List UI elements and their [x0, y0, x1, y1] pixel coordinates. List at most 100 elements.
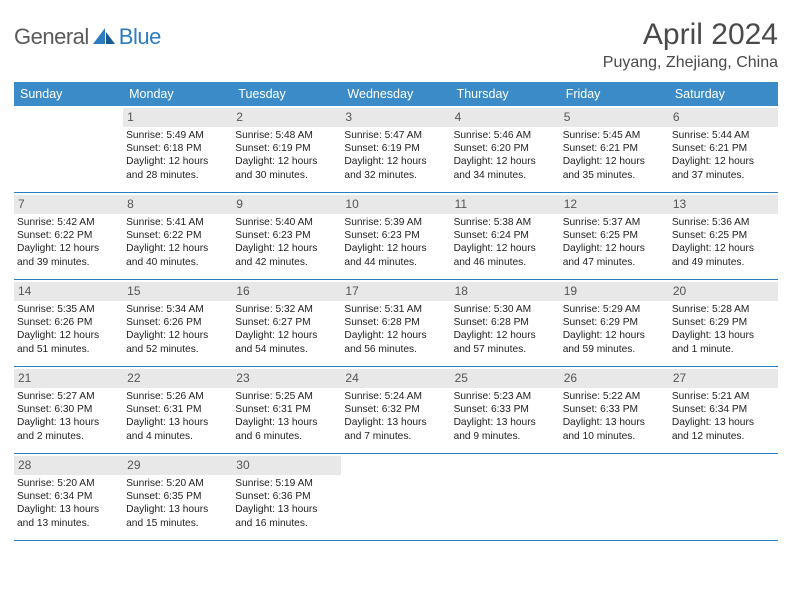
sunrise-text: Sunrise: 5:23 AM: [454, 390, 557, 403]
sunset-text: Sunset: 6:32 PM: [344, 403, 447, 416]
day-cell: 19Sunrise: 5:29 AMSunset: 6:29 PMDayligh…: [560, 280, 669, 366]
sunrise-text: Sunrise: 5:49 AM: [126, 129, 229, 142]
daylight-text: Daylight: 13 hours: [672, 416, 775, 429]
daylight-text: Daylight: 12 hours: [563, 242, 666, 255]
sunrise-text: Sunrise: 5:37 AM: [563, 216, 666, 229]
daylight-text: and 59 minutes.: [563, 343, 666, 356]
daylight-text: Daylight: 13 hours: [454, 416, 557, 429]
sunrise-text: Sunrise: 5:19 AM: [235, 477, 338, 490]
day-cell: 13Sunrise: 5:36 AMSunset: 6:25 PMDayligh…: [669, 193, 778, 279]
sunrise-text: Sunrise: 5:34 AM: [126, 303, 229, 316]
day-cell: 8Sunrise: 5:41 AMSunset: 6:22 PMDaylight…: [123, 193, 232, 279]
location: Puyang, Zhejiang, China: [603, 54, 778, 72]
day-cell: 5Sunrise: 5:45 AMSunset: 6:21 PMDaylight…: [560, 106, 669, 192]
sunrise-text: Sunrise: 5:22 AM: [563, 390, 666, 403]
sunset-text: Sunset: 6:27 PM: [235, 316, 338, 329]
day-number: [341, 456, 450, 475]
day-cell: 24Sunrise: 5:24 AMSunset: 6:32 PMDayligh…: [341, 367, 450, 453]
logo-text-2: Blue: [119, 24, 161, 50]
daylight-text: Daylight: 12 hours: [235, 155, 338, 168]
daylight-text: and 6 minutes.: [235, 430, 338, 443]
daylight-text: Daylight: 12 hours: [126, 242, 229, 255]
day-number: 8: [123, 195, 232, 214]
daylight-text: Daylight: 12 hours: [454, 329, 557, 342]
daylight-text: Daylight: 12 hours: [454, 242, 557, 255]
sunrise-text: Sunrise: 5:45 AM: [563, 129, 666, 142]
daylight-text: Daylight: 13 hours: [235, 416, 338, 429]
day-number: [669, 456, 778, 475]
daylight-text: Daylight: 12 hours: [672, 155, 775, 168]
daylight-text: and 1 minute.: [672, 343, 775, 356]
sunset-text: Sunset: 6:28 PM: [344, 316, 447, 329]
daylight-text: and 35 minutes.: [563, 169, 666, 182]
day-number: 6: [669, 108, 778, 127]
month-title: April 2024: [603, 18, 778, 52]
sunrise-text: Sunrise: 5:42 AM: [17, 216, 120, 229]
day-cell: 2Sunrise: 5:48 AMSunset: 6:19 PMDaylight…: [232, 106, 341, 192]
daylight-text: Daylight: 12 hours: [235, 242, 338, 255]
day-number: 16: [232, 282, 341, 301]
sunset-text: Sunset: 6:18 PM: [126, 142, 229, 155]
daylight-text: and 34 minutes.: [454, 169, 557, 182]
daylight-text: Daylight: 12 hours: [126, 329, 229, 342]
title-block: April 2024 Puyang, Zhejiang, China: [603, 18, 778, 72]
sunrise-text: Sunrise: 5:20 AM: [17, 477, 120, 490]
sunset-text: Sunset: 6:33 PM: [454, 403, 557, 416]
day-number: 14: [14, 282, 123, 301]
daylight-text: and 39 minutes.: [17, 256, 120, 269]
sunset-text: Sunset: 6:34 PM: [17, 490, 120, 503]
sunset-text: Sunset: 6:28 PM: [454, 316, 557, 329]
daylight-text: and 44 minutes.: [344, 256, 447, 269]
daylight-text: Daylight: 12 hours: [344, 242, 447, 255]
daylight-text: and 51 minutes.: [17, 343, 120, 356]
sunset-text: Sunset: 6:31 PM: [235, 403, 338, 416]
daylight-text: and 4 minutes.: [126, 430, 229, 443]
daylight-text: and 30 minutes.: [235, 169, 338, 182]
sunset-text: Sunset: 6:21 PM: [563, 142, 666, 155]
sunset-text: Sunset: 6:19 PM: [235, 142, 338, 155]
daylight-text: and 7 minutes.: [344, 430, 447, 443]
daylight-text: and 9 minutes.: [454, 430, 557, 443]
daylight-text: Daylight: 12 hours: [126, 155, 229, 168]
daylight-text: and 40 minutes.: [126, 256, 229, 269]
day-number: 22: [123, 369, 232, 388]
day-number: 11: [451, 195, 560, 214]
day-cell: 15Sunrise: 5:34 AMSunset: 6:26 PMDayligh…: [123, 280, 232, 366]
sunset-text: Sunset: 6:36 PM: [235, 490, 338, 503]
day-cell: 18Sunrise: 5:30 AMSunset: 6:28 PMDayligh…: [451, 280, 560, 366]
day-cell: 23Sunrise: 5:25 AMSunset: 6:31 PMDayligh…: [232, 367, 341, 453]
daylight-text: Daylight: 13 hours: [344, 416, 447, 429]
sunrise-text: Sunrise: 5:32 AM: [235, 303, 338, 316]
day-number: 9: [232, 195, 341, 214]
daylight-text: and 32 minutes.: [344, 169, 447, 182]
day-number: 7: [14, 195, 123, 214]
week-row: 7Sunrise: 5:42 AMSunset: 6:22 PMDaylight…: [14, 193, 778, 280]
daylight-text: and 57 minutes.: [454, 343, 557, 356]
day-cell: 14Sunrise: 5:35 AMSunset: 6:26 PMDayligh…: [14, 280, 123, 366]
sunset-text: Sunset: 6:23 PM: [235, 229, 338, 242]
sunrise-text: Sunrise: 5:41 AM: [126, 216, 229, 229]
day-number: 23: [232, 369, 341, 388]
logo-sail-icon: [93, 28, 115, 46]
sunrise-text: Sunrise: 5:27 AM: [17, 390, 120, 403]
sunset-text: Sunset: 6:24 PM: [454, 229, 557, 242]
day-cell: 17Sunrise: 5:31 AMSunset: 6:28 PMDayligh…: [341, 280, 450, 366]
day-cell: 16Sunrise: 5:32 AMSunset: 6:27 PMDayligh…: [232, 280, 341, 366]
day-header-friday: Friday: [560, 82, 669, 106]
logo: General Blue: [14, 18, 161, 50]
sunset-text: Sunset: 6:29 PM: [563, 316, 666, 329]
week-row: 28Sunrise: 5:20 AMSunset: 6:34 PMDayligh…: [14, 454, 778, 541]
daylight-text: and 49 minutes.: [672, 256, 775, 269]
day-header-wednesday: Wednesday: [341, 82, 450, 106]
day-cell: 26Sunrise: 5:22 AMSunset: 6:33 PMDayligh…: [560, 367, 669, 453]
daylight-text: and 10 minutes.: [563, 430, 666, 443]
daylight-text: Daylight: 13 hours: [17, 503, 120, 516]
day-number: 13: [669, 195, 778, 214]
sunrise-text: Sunrise: 5:48 AM: [235, 129, 338, 142]
sunrise-text: Sunrise: 5:46 AM: [454, 129, 557, 142]
day-number: [14, 108, 123, 127]
day-header-thursday: Thursday: [451, 82, 560, 106]
sunset-text: Sunset: 6:34 PM: [672, 403, 775, 416]
sunset-text: Sunset: 6:23 PM: [344, 229, 447, 242]
sunset-text: Sunset: 6:26 PM: [17, 316, 120, 329]
